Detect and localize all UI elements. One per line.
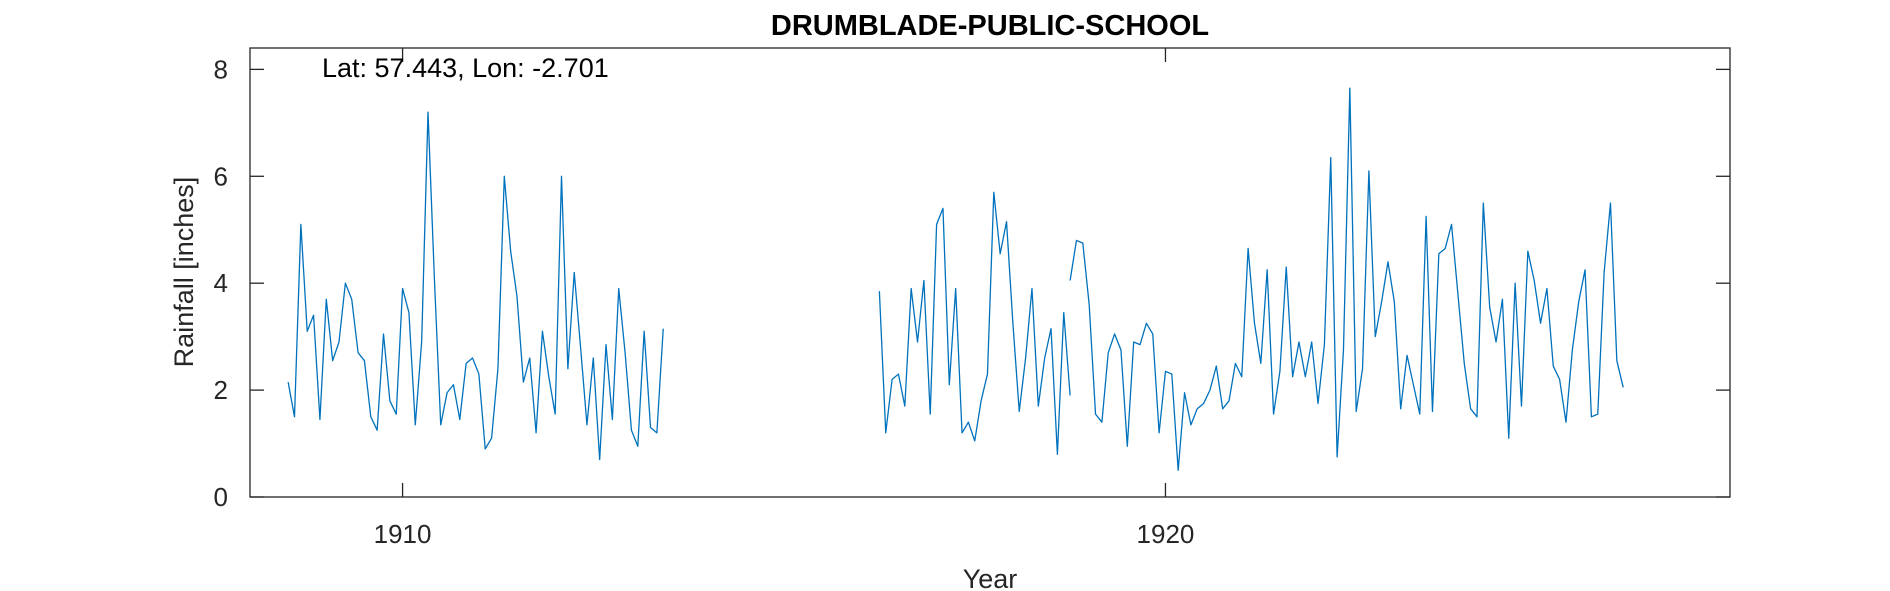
y-tick-label: 4 (214, 268, 228, 298)
rainfall-line-segment (1069, 87, 1624, 471)
x-axis-title: Year (963, 564, 1018, 591)
rainfall-line-segment (878, 191, 1071, 455)
y-tick-label: 6 (214, 161, 228, 191)
y-tick-label: 0 (214, 482, 228, 512)
plot-frame (249, 47, 1731, 498)
chart-title: DRUMBLADE-PUBLIC-SCHOOL (771, 10, 1209, 42)
rainfall-series (287, 87, 1624, 471)
y-tick-label: 8 (214, 54, 228, 84)
location-annotation: Lat: 57.443, Lon: -2.701 (322, 53, 609, 83)
tick-labels: 0 2 4 6 8 1910 1920 (214, 54, 1195, 549)
rainfall-line-segment (287, 111, 664, 461)
y-tick-label: 2 (214, 375, 228, 405)
axis-ticks (250, 48, 1730, 498)
x-tick-label: 1910 (374, 519, 432, 549)
y-axis-title: Rainfall [inches] (169, 177, 199, 368)
x-tick-label: 1920 (1137, 519, 1195, 549)
